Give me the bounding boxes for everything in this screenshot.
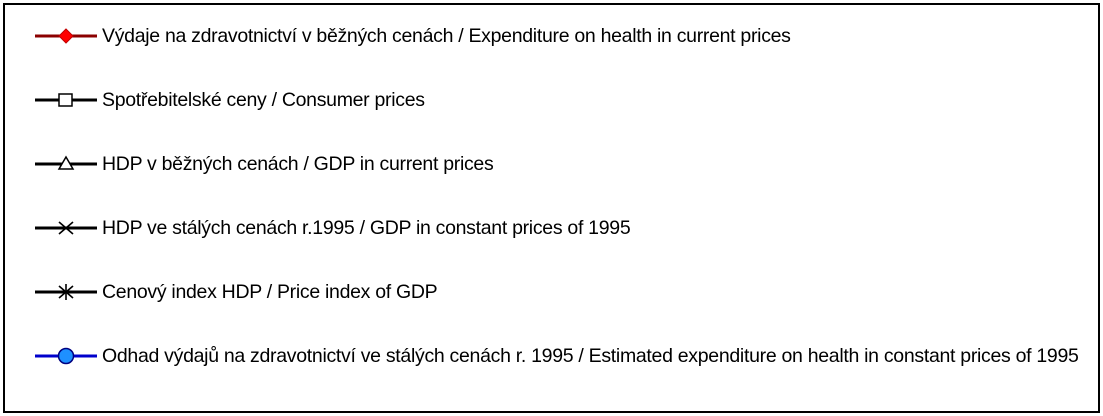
legend-symbol <box>35 221 97 235</box>
legend-label: Cenový index HDP / Price index of GDP <box>102 281 438 303</box>
legend-symbol <box>35 284 97 300</box>
legend-symbol <box>35 347 97 365</box>
legend-label: Spotřebitelské ceny / Consumer prices <box>102 89 425 111</box>
legend-symbol <box>35 93 97 107</box>
legend-symbol <box>35 28 97 44</box>
legend-symbol <box>35 155 97 170</box>
legend-label: Výdaje na zdravotnictví v běžných cenách… <box>102 25 791 47</box>
legend-label: HDP ve stálých cenách r.1995 / GDP in co… <box>102 217 631 239</box>
legend-label: HDP v běžných cenách / GDP in current pr… <box>102 153 494 175</box>
legend-box: Výdaje na zdravotnictví v běžných cenách… <box>3 3 1100 413</box>
legend-label: Odhad výdajů na zdravotnictví ve stálých… <box>102 345 1079 367</box>
